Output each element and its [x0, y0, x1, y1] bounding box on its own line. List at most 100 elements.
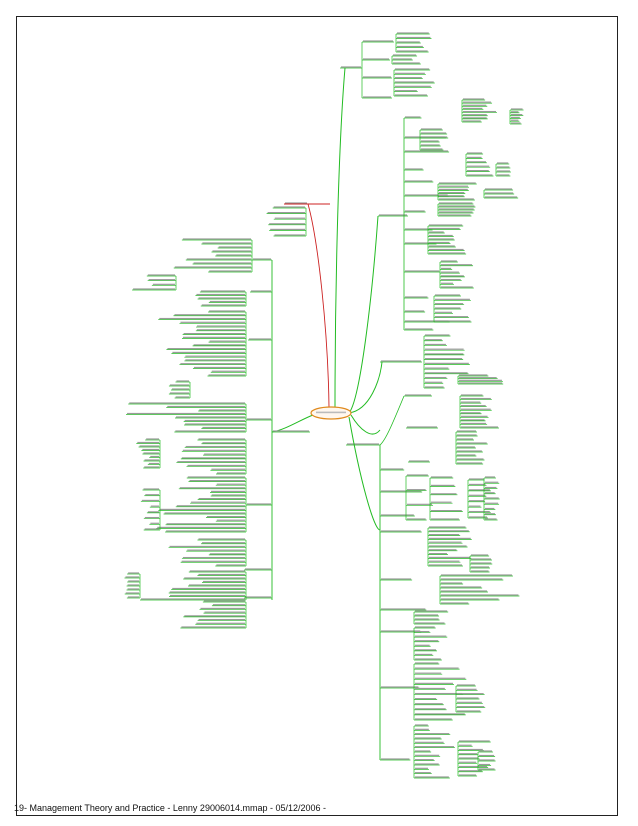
topic-text-line: [159, 317, 245, 320]
topic-text-line: [471, 566, 490, 568]
topic-text-line: [381, 686, 419, 688]
topic-text-line: [363, 76, 391, 78]
topic-text-line: [211, 468, 245, 470]
topic-text-line: [143, 452, 159, 454]
topic-text-line: [397, 32, 429, 34]
topic-text-line: [463, 107, 483, 110]
topic-text-line: [441, 264, 473, 266]
topic-text-line: [415, 763, 439, 765]
topic-text-line: [511, 111, 519, 113]
topic-text-line: [421, 128, 442, 130]
topic-text-line: [431, 476, 453, 478]
topic-text-line: [485, 481, 499, 483]
topic-text-line: [429, 553, 447, 555]
topic-text-line: [431, 501, 452, 503]
topic-text-line: [429, 526, 466, 528]
topic-text-line: [409, 460, 429, 462]
topic-text-line: [439, 208, 474, 210]
topic-text-line: [457, 684, 475, 686]
topic-text-line: [182, 238, 251, 240]
topic-text-line: [211, 490, 245, 492]
topic-text-line: [429, 556, 471, 558]
topic-text-line: [395, 85, 431, 87]
topic-text-line: [171, 388, 189, 390]
topic-text-line: [395, 81, 434, 83]
topic-text-line: [415, 662, 439, 664]
topic-text-line: [209, 553, 245, 555]
topic-text-line: [405, 168, 423, 170]
topic-text-line: [441, 602, 469, 604]
main-branch-right-3: [350, 414, 381, 435]
topic-text-line: [381, 578, 412, 580]
topic-text-line: [141, 499, 159, 502]
topic-text-line: [405, 180, 433, 182]
topic-text-line: [200, 607, 245, 610]
topic-text-line: [147, 274, 175, 276]
topic-text-line: [479, 759, 495, 761]
topic-text-line: [435, 294, 460, 296]
topic-text-line: [421, 144, 440, 146]
topic-text-line: [274, 217, 305, 219]
topic-text-line: [415, 708, 446, 710]
topic-text-line: [202, 242, 251, 244]
topic-text-line: [457, 454, 476, 456]
topic-text-line: [405, 242, 436, 244]
topic-text-line: [459, 382, 503, 384]
topic-text-line: [200, 290, 245, 292]
topic-text-line: [415, 658, 441, 660]
topic-text-line: [208, 374, 245, 376]
topic-text-line: [457, 458, 484, 460]
topic-text-line: [405, 116, 421, 118]
topic-text-line: [415, 713, 465, 715]
topic-text-line: [459, 770, 482, 772]
topic-text-line: [381, 608, 426, 610]
topic-text-line: [157, 526, 245, 528]
topic-text-line: [439, 192, 465, 194]
topic-text-line: [415, 698, 437, 700]
main-branch-top: [334, 67, 346, 408]
topic-text-line: [497, 170, 510, 172]
topic-text-line: [415, 626, 435, 628]
topic-text-line: [415, 682, 453, 684]
topic-text-line: [193, 366, 245, 369]
topic-text-line: [431, 484, 455, 486]
topic-text-line: [425, 381, 443, 383]
topic-text-line: [209, 270, 251, 272]
topic-text-line: [439, 211, 473, 213]
topic-text-line: [172, 587, 245, 590]
topic-text-line: [435, 311, 453, 313]
topic-text-line: [469, 505, 481, 507]
topic-text-line: [159, 508, 245, 510]
topic-text-line: [441, 582, 463, 584]
topic-text-line: [479, 750, 493, 752]
topic-text-line: [421, 140, 439, 142]
topic-text-line: [463, 114, 487, 116]
topic-text-line: [148, 279, 175, 281]
topic-text-line: [201, 304, 245, 306]
topic-text-line: [471, 570, 489, 572]
topic-text-line: [363, 96, 391, 98]
topic-text-line: [485, 476, 495, 478]
topic-text-line: [395, 68, 430, 70]
topic-text-line: [435, 307, 461, 309]
topic-text-line: [166, 523, 245, 525]
topic-text-line: [216, 564, 245, 566]
topic-text-line: [127, 588, 139, 590]
topic-text-line: [461, 394, 483, 396]
topic-text-line: [429, 534, 460, 536]
topic-text-line: [457, 688, 477, 690]
topic-text-line: [429, 530, 469, 532]
topic-text-line: [457, 430, 477, 432]
topic-text-line: [461, 397, 491, 400]
topic-text-line: [467, 161, 486, 163]
topic-text-line: [485, 518, 497, 520]
topic-text-line: [511, 119, 519, 121]
topic-text-line: [363, 58, 389, 60]
topic-text-line: [471, 562, 492, 564]
topic-text-line: [415, 635, 447, 637]
main-branch-right-2: [348, 361, 383, 414]
topic-text-line: [405, 310, 425, 312]
topic-text-line: [152, 283, 175, 285]
topic-text-line: [461, 405, 486, 407]
topic-text-line: [457, 450, 482, 452]
